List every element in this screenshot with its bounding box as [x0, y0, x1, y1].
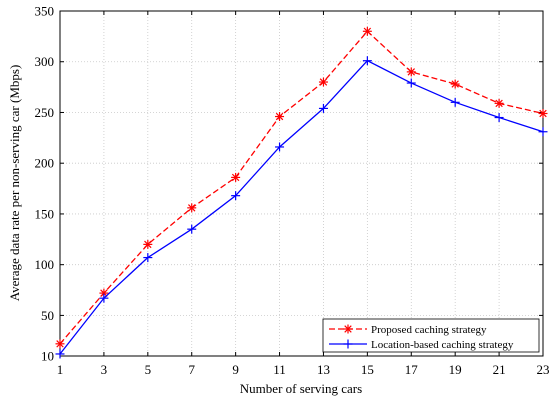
x-tick-label: 7	[188, 362, 195, 377]
x-tick-label: 11	[273, 362, 286, 377]
data-point	[494, 113, 504, 123]
axis-ticks: 1 3 5 7 9 11 13 15 17 19 21 23105010015020025030035…	[35, 4, 550, 378]
x-tick-label: 1	[57, 362, 64, 377]
y-tick-label: 10	[41, 349, 54, 364]
legend: Proposed caching strategy Location-based …	[322, 318, 540, 353]
data-point	[343, 324, 353, 334]
y-axis-title: Average data rate per non-serving car (M…	[7, 65, 22, 302]
data-point	[55, 349, 65, 359]
x-tick-label: 15	[361, 362, 374, 377]
x-axis-title: Number of serving cars	[240, 381, 362, 396]
data-point	[143, 253, 153, 263]
data-point	[187, 203, 197, 213]
y-tick-label: 200	[35, 156, 55, 171]
data-point	[318, 77, 328, 87]
y-tick-label: 300	[35, 54, 55, 69]
data-point	[231, 191, 241, 201]
x-tick-label: 21	[493, 362, 506, 377]
legend-box	[322, 318, 540, 353]
data-point	[450, 97, 460, 107]
y-tick-label: 150	[35, 206, 55, 221]
y-tick-label: 350	[35, 4, 55, 19]
data-point	[450, 79, 460, 89]
data-point	[275, 112, 285, 122]
y-tick-label: 250	[35, 105, 55, 120]
x-tick-label: 19	[449, 362, 462, 377]
data-point	[494, 98, 504, 108]
x-tick-label: 13	[317, 362, 330, 377]
series-line	[59, 30, 544, 345]
x-tick-label: 23	[537, 362, 550, 377]
x-tick-label: 5	[145, 362, 152, 377]
data-point	[362, 26, 372, 36]
data-point	[275, 142, 285, 152]
data-point	[406, 67, 416, 77]
x-tick-label: 3	[101, 362, 108, 377]
data-point	[538, 127, 548, 137]
data-point	[187, 224, 197, 234]
legend-label: Proposed caching strategy	[371, 324, 487, 336]
data-point	[143, 239, 153, 249]
plot-frame	[59, 10, 544, 357]
data-point	[318, 103, 328, 113]
legend-label: Location-based caching strategy	[371, 339, 514, 351]
data-point	[538, 108, 548, 118]
x-tick-label: 9	[232, 362, 239, 377]
data-point	[231, 172, 241, 182]
data-point	[99, 293, 109, 303]
x-tick-label: 17	[405, 362, 419, 377]
series-group	[55, 26, 548, 359]
data-point	[362, 56, 372, 66]
data-point	[406, 78, 416, 88]
data-point	[343, 339, 353, 349]
grid	[60, 11, 543, 356]
y-tick-label: 100	[35, 257, 55, 272]
y-tick-label: 50	[41, 308, 54, 323]
data-point	[55, 339, 65, 349]
series-line	[59, 59, 544, 355]
